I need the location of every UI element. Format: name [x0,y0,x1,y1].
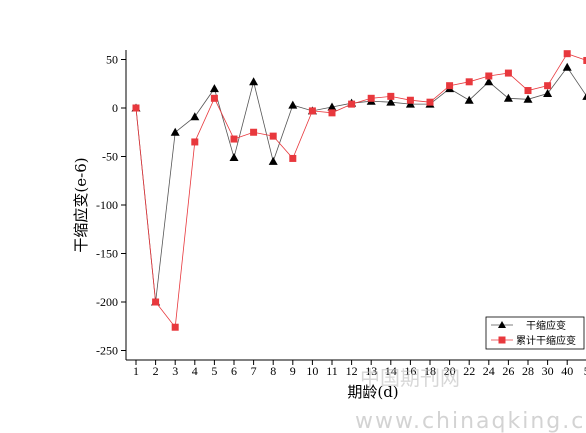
data-point [328,109,336,117]
x-tick-label: 7 [251,364,257,378]
x-tick-label: 1 [133,364,139,378]
data-point [250,128,258,136]
data-point [485,72,493,80]
x-tick-label: 8 [270,364,276,378]
x-tick-label: 12 [346,364,358,378]
watermark: 中国期刊网 www.chinaqking.com [355,366,586,433]
x-tick-label: 6 [231,364,237,378]
legend-marker-series-2 [498,336,506,344]
series-line [135,53,586,329]
data-point [503,93,513,102]
y-tick-label: -150 [96,247,118,261]
legend-marker-series-1 [498,321,506,328]
data-point [446,82,454,90]
data-point [426,98,434,106]
data-point [465,78,473,86]
x-tick-label: 16 [404,364,416,378]
y-axis: 50 0 -50 -100 -150 -200 -250 [96,50,127,360]
data-point [289,154,297,162]
y-tick-label: -100 [96,198,118,212]
x-tick-label: 10 [306,364,318,378]
series-layer [131,50,586,331]
x-tick-label: 2 [153,364,159,378]
x-ticks: 12345678910111213141618202224262830405 [133,360,586,378]
data-point [386,97,396,106]
y-ticks: 50 0 -50 -100 -150 -200 -250 [96,53,126,358]
x-tick-label: 28 [522,364,534,378]
data-point [249,77,259,86]
data-point [210,94,218,102]
x-tick-label: 13 [365,364,377,378]
data-point [583,56,586,64]
x-tick-label: 4 [192,364,198,378]
data-point [464,95,474,104]
data-point [543,88,553,97]
x-tick-label: 30 [542,364,554,378]
data-point [308,107,316,115]
x-tick-label: 14 [385,364,397,378]
data-point [582,93,586,100]
x-tick-label: 22 [463,364,475,378]
data-point [230,135,238,143]
watermark-url: www.chinaqking.com [355,409,586,433]
x-axis-title: 期龄(d) [347,383,398,401]
y-tick-label: -200 [96,295,118,309]
legend: 干缩应变 累计干缩应变 [485,316,585,350]
y-tick-label: -250 [96,344,118,358]
x-tick-label: 26 [502,364,514,378]
data-point [191,138,199,146]
y-tick-label: -50 [102,150,118,164]
data-point [367,94,375,102]
series-1 [131,62,586,306]
x-tick-label: 40 [561,364,573,378]
y-axis-title: 干缩应变(e-6) [72,157,90,252]
x-tick-label: 18 [424,364,436,378]
x-tick-label: 24 [483,364,495,378]
data-point [387,92,395,100]
x-tick-label: 9 [290,364,296,378]
x-tick-label: 5 [584,364,586,378]
data-point [268,156,278,165]
y-tick-label: 0 [112,101,118,115]
series-2 [132,50,586,331]
x-tick-label: 11 [326,364,338,378]
data-point [562,62,572,71]
data-point [484,77,494,86]
data-point [190,112,200,121]
data-point [132,104,140,112]
x-tick-label: 5 [211,364,217,378]
data-point [209,84,219,93]
data-point [563,50,571,58]
x-tick-label: 3 [172,364,178,378]
data-point [152,298,160,306]
legend-label-series-2: 累计干缩应变 [516,334,576,347]
watermark-logo: 中国期刊网 [360,366,460,390]
data-point [288,100,298,109]
data-point [406,96,414,104]
data-point [229,152,239,161]
series-line [135,66,586,303]
x-tick-label: 20 [444,364,456,378]
data-point [524,87,532,95]
data-point [348,100,356,108]
data-point [523,94,533,103]
x-axis: 12345678910111213141618202224262830405 [126,359,586,378]
data-point [504,69,512,77]
data-point [170,127,180,136]
legend-label-series-1: 干缩应变 [526,319,566,332]
data-point [327,102,337,111]
y-tick-label: 50 [106,53,118,67]
data-point [544,82,552,90]
data-point [269,132,277,140]
data-point [171,323,179,331]
